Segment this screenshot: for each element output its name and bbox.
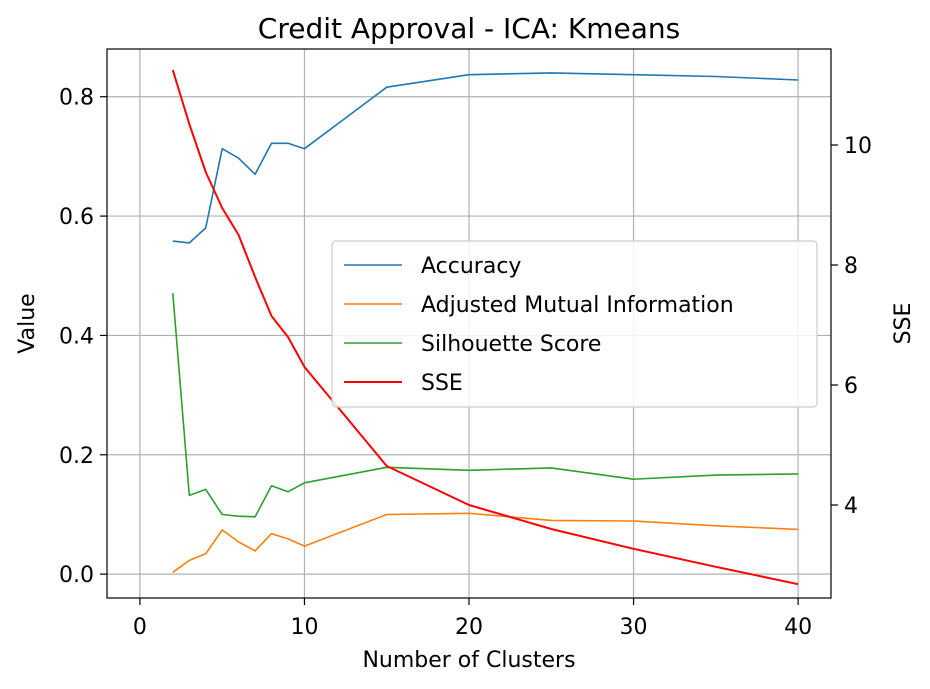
axis-ticks: 0 10 20 30 40 0.0 0.2 0.4 0.6 0.8 4 6 8 10 [59, 86, 872, 640]
legend-label: SSE [421, 371, 463, 396]
y-tick-label: 0.2 [59, 444, 94, 469]
y2-tick-label: 4 [844, 494, 858, 519]
y2-axis-label: SSE [891, 303, 916, 345]
y-axis-label: Value [15, 293, 40, 353]
legend-label: Silhouette Score [421, 332, 601, 357]
x-axis-label: Number of Clusters [362, 648, 575, 673]
legend: Accuracy Adjusted Mutual Information Silho… [331, 240, 818, 408]
legend-label: Adjusted Mutual Information [421, 293, 734, 318]
x-tick-label: 10 [290, 615, 318, 640]
x-tick-label: 30 [620, 615, 648, 640]
y-tick-label: 0.6 [59, 205, 94, 230]
y2-tick-label: 8 [844, 254, 858, 279]
y-tick-label: 0.8 [59, 86, 94, 111]
series-lines [171, 69, 799, 586]
x-tick-label: 20 [455, 615, 483, 640]
y2-tick-label: 10 [844, 134, 872, 159]
series-line-2 [172, 293, 799, 518]
series-line-1 [172, 512, 799, 573]
chart-title: Credit Approval - ICA: Kmeans [258, 12, 680, 45]
x-tick-label: 40 [784, 615, 812, 640]
x-tick-label: 0 [133, 615, 147, 640]
series-line-3 [171, 69, 799, 586]
y2-tick-label: 6 [844, 374, 858, 399]
series-line-0 [172, 72, 799, 244]
y-tick-label: 0.0 [59, 563, 94, 588]
legend-box [331, 240, 818, 408]
legend-label: Accuracy [421, 254, 521, 279]
y-tick-label: 0.4 [59, 324, 94, 349]
